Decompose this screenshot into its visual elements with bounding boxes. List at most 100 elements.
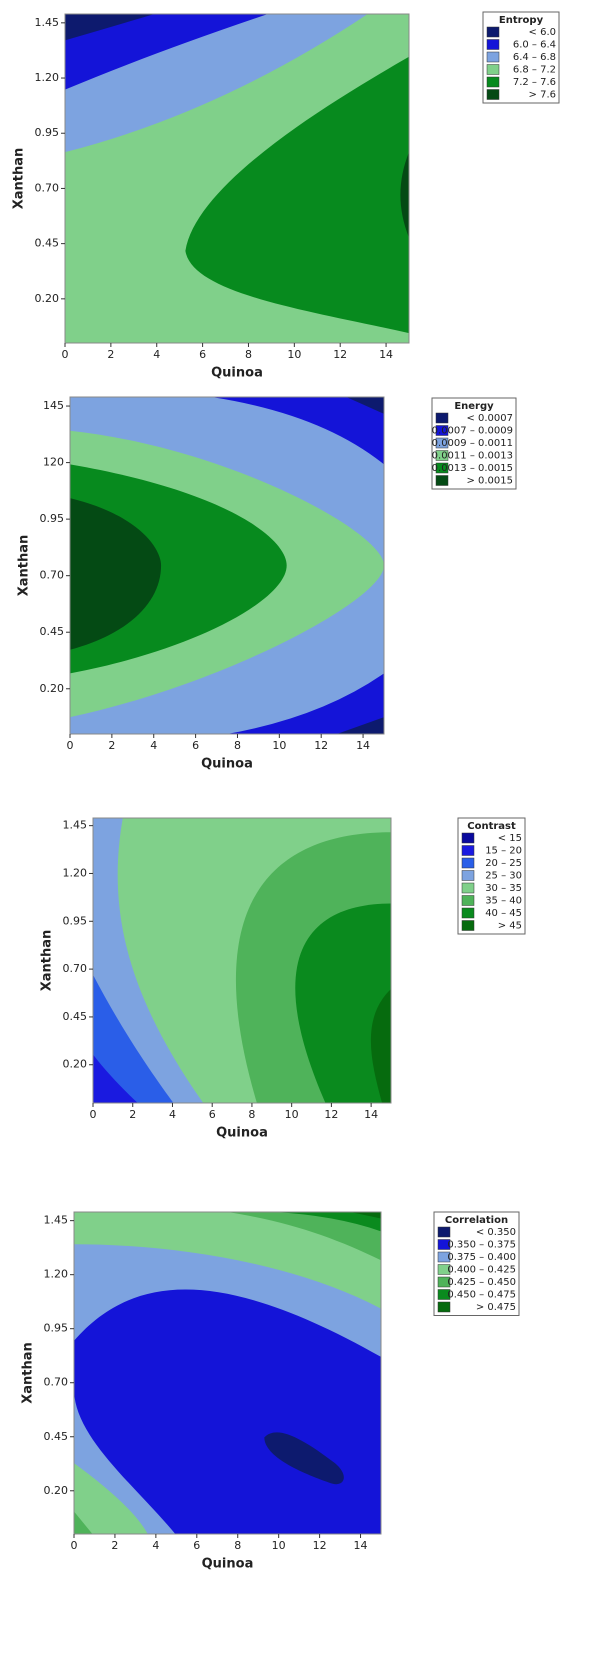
x-tick-label: 14 xyxy=(379,348,393,361)
contour-region xyxy=(370,989,391,1103)
legend-swatch xyxy=(461,845,475,856)
legend-swatch xyxy=(437,1239,451,1250)
y-tick-label: 145 xyxy=(43,399,64,412)
legend-swatch xyxy=(437,1226,451,1238)
legend-swatch xyxy=(437,1289,451,1300)
contour-region xyxy=(74,1212,381,1309)
legend-label: 0.450 – 0.475 xyxy=(447,1290,516,1301)
x-tick-label: 6 xyxy=(192,739,199,752)
legend-label: 35 – 40 xyxy=(485,896,522,907)
y-tick-label: 0.70 xyxy=(40,569,65,582)
legend-swatch xyxy=(461,882,475,894)
x-tick-label: 10 xyxy=(272,739,286,752)
legend-label: > 7.6 xyxy=(529,90,556,101)
legend-swatch xyxy=(435,475,449,486)
legend-swatch xyxy=(461,832,475,844)
legend-title: Entropy xyxy=(499,15,544,26)
legend-label: < 0.350 xyxy=(476,1227,516,1238)
contour-region xyxy=(65,14,268,90)
legend-label: 30 – 35 xyxy=(485,883,522,894)
x-axis-title: Quinoa xyxy=(201,757,253,772)
legend-swatch xyxy=(486,64,500,75)
legend-swatch xyxy=(437,1251,451,1263)
x-tick-label: 12 xyxy=(314,739,328,752)
contour-region xyxy=(273,1212,381,1232)
y-tick-label: 0.45 xyxy=(40,625,65,638)
legend-title: Contrast xyxy=(467,821,516,832)
legend-swatch xyxy=(461,857,475,869)
y-tick-label: 0.20 xyxy=(40,682,65,695)
y-tick-label: 0.70 xyxy=(63,962,88,975)
y-tick-label: 1.45 xyxy=(63,819,88,832)
plot-frame xyxy=(64,13,410,344)
contour-region xyxy=(185,56,409,334)
plot-frame xyxy=(69,396,385,735)
x-tick-label: 12 xyxy=(324,1108,338,1121)
contour-region xyxy=(65,14,155,41)
contour-plot xyxy=(93,818,391,1103)
x-tick-label: 6 xyxy=(193,1539,200,1552)
legend-swatch xyxy=(435,412,449,424)
contour-plot xyxy=(74,1212,381,1534)
x-tick-label: 14 xyxy=(356,739,370,752)
y-tick-label: 0.95 xyxy=(63,914,88,927)
y-tick-label: 0.20 xyxy=(35,292,60,305)
legend-label: 7.2 – 7.6 xyxy=(513,77,556,88)
legend-swatch xyxy=(486,51,500,63)
x-tick-label: 8 xyxy=(234,739,241,752)
x-tick-label: 8 xyxy=(245,348,252,361)
y-tick-label: 0.45 xyxy=(44,1430,69,1443)
y-tick-label: 0.70 xyxy=(44,1376,69,1389)
x-tick-label: 4 xyxy=(169,1108,176,1121)
y-tick-label: 1.45 xyxy=(35,16,60,29)
x-tick-label: 8 xyxy=(234,1539,241,1552)
legend-label: 0.0011 – 0.0013 xyxy=(432,451,513,462)
x-tick-label: 0 xyxy=(62,348,69,361)
plot-frame xyxy=(73,1211,382,1535)
legend-label: 6.0 – 6.4 xyxy=(513,40,556,51)
legend-label: 0.375 – 0.400 xyxy=(447,1252,516,1263)
legend-swatch xyxy=(486,76,500,88)
x-axis-title: Quinoa xyxy=(211,366,263,381)
x-tick-label: 14 xyxy=(354,1539,368,1552)
legend-label: 40 – 45 xyxy=(485,908,522,919)
contour-plot xyxy=(65,14,409,343)
legend-swatch xyxy=(437,1301,451,1313)
contour-region xyxy=(70,498,162,650)
legend-swatch xyxy=(437,1264,451,1275)
legend-swatch xyxy=(461,907,475,919)
x-tick-label: 4 xyxy=(150,739,157,752)
legend-swatch xyxy=(486,26,500,38)
contour-region xyxy=(336,717,384,734)
y-axis-title: Xanthan xyxy=(12,148,27,210)
legend-label: 0.425 – 0.450 xyxy=(447,1277,516,1288)
legend-title: Correlation xyxy=(445,1215,508,1226)
contour-region xyxy=(93,1054,138,1103)
legend-label: 0.0013 – 0.0015 xyxy=(432,463,513,474)
contour-region xyxy=(264,1432,344,1485)
x-tick-label: 2 xyxy=(111,1539,118,1552)
legend-swatch xyxy=(435,450,449,461)
y-axis-title: Xanthan xyxy=(40,930,55,992)
y-tick-label: 0.20 xyxy=(63,1058,88,1071)
legend-swatch xyxy=(435,425,449,436)
legend-label: 0.350 – 0.375 xyxy=(447,1240,516,1251)
x-axis-title: Quinoa xyxy=(202,1557,254,1572)
contour-region xyxy=(74,1463,148,1534)
legend-label: 0.0007 – 0.0009 xyxy=(432,426,513,437)
x-tick-label: 6 xyxy=(209,1108,216,1121)
x-tick-label: 0 xyxy=(67,739,74,752)
legend-swatch xyxy=(461,870,475,881)
x-tick-label: 8 xyxy=(248,1108,255,1121)
x-tick-label: 6 xyxy=(199,348,206,361)
legend-swatch xyxy=(435,462,449,474)
legend-label: 0.0009 – 0.0011 xyxy=(432,438,513,449)
contour-region xyxy=(350,1212,381,1219)
plot-frame xyxy=(92,817,392,1104)
y-tick-label: 1.45 xyxy=(44,1214,69,1227)
y-tick-label: 1.20 xyxy=(63,866,88,879)
y-tick-label: 1.20 xyxy=(44,1268,69,1281)
y-tick-label: 0.20 xyxy=(44,1484,69,1497)
legend-label: > 45 xyxy=(498,921,522,932)
x-tick-label: 12 xyxy=(333,348,347,361)
